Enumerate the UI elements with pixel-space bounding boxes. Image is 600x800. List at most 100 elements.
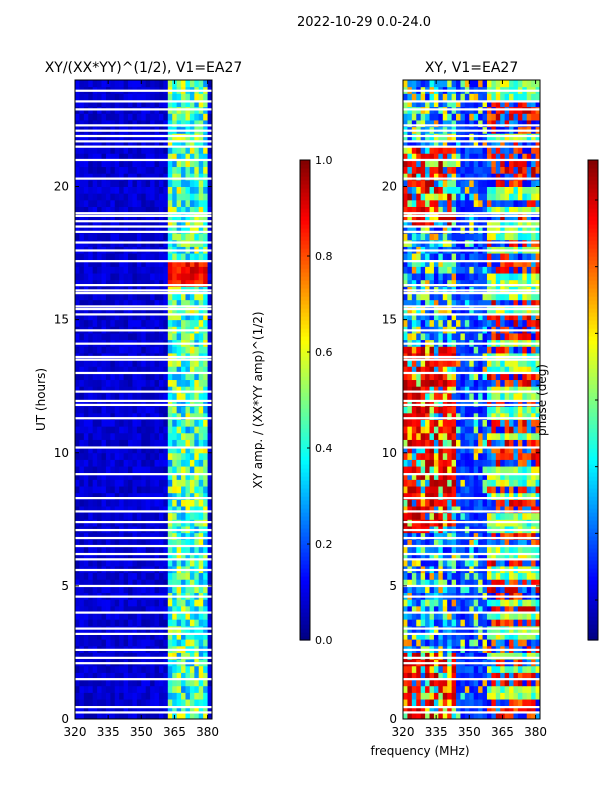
heatmap-cell — [114, 612, 120, 620]
heatmap-cell — [158, 679, 164, 687]
heatmap-cell — [482, 705, 488, 713]
heatmap-cell — [535, 652, 541, 660]
heatmap-cell — [194, 585, 200, 594]
heatmap-cell — [207, 552, 213, 560]
heatmap-cell — [522, 579, 528, 587]
heatmap-cell — [482, 386, 488, 394]
heatmap-cell — [407, 492, 413, 500]
heatmap-cell — [517, 392, 523, 400]
heatmap-cell — [163, 459, 169, 467]
heatmap-cell — [172, 379, 178, 387]
heatmap-cell — [83, 193, 89, 201]
heatmap-cell — [128, 299, 133, 307]
heatmap-cell — [114, 705, 120, 713]
heatmap-cell — [123, 259, 129, 267]
heatmap-cell — [207, 579, 213, 587]
heatmap-cell — [504, 539, 510, 547]
heatmap-cell — [97, 186, 103, 194]
heatmap-cell — [132, 199, 138, 207]
heatmap-cell — [79, 539, 85, 547]
heatmap-cell — [460, 446, 466, 454]
heatmap-cell — [473, 439, 479, 447]
heatmap-cell — [163, 113, 169, 121]
heatmap-cell — [411, 399, 417, 407]
heatmap-cell — [172, 319, 178, 327]
heatmap-cell — [101, 545, 107, 554]
heatmap-cell — [513, 366, 519, 374]
heatmap-cell — [83, 146, 89, 154]
heatmap-cell — [473, 346, 479, 354]
heatmap-cell — [189, 579, 195, 587]
heatmap-cell — [97, 93, 103, 101]
heatmap-cell — [535, 479, 541, 487]
heatmap-cell — [119, 679, 125, 687]
heatmap-cell — [407, 679, 413, 687]
heatmap-cell — [509, 619, 514, 627]
heatmap-cell — [495, 486, 501, 494]
heatmap-cell — [451, 579, 457, 587]
heatmap-cell — [500, 332, 506, 341]
heatmap-cell — [163, 259, 169, 267]
heatmap-cell — [123, 319, 129, 327]
heatmap-cell — [75, 406, 80, 414]
heatmap-cell — [75, 312, 80, 321]
heatmap-cell — [83, 206, 89, 214]
flagged-row — [75, 249, 212, 252]
heatmap-cell — [172, 426, 178, 434]
heatmap-cell — [110, 486, 116, 494]
heatmap-cell — [438, 412, 444, 420]
heatmap-cell — [411, 679, 417, 687]
heatmap-cell — [198, 452, 204, 460]
heatmap-cell — [132, 432, 138, 440]
heatmap-cell — [447, 366, 453, 374]
heatmap-cell — [473, 452, 479, 460]
heatmap-cell — [75, 93, 80, 101]
heatmap-cell — [92, 299, 98, 307]
heatmap-cell — [407, 512, 413, 520]
heatmap-cell — [535, 319, 541, 327]
heatmap-cell — [75, 279, 80, 287]
heatmap-cell — [150, 459, 156, 467]
heatmap-cell — [128, 679, 133, 687]
heatmap-cell — [495, 412, 501, 420]
heatmap-cell — [198, 332, 204, 341]
heatmap-cell — [469, 712, 475, 720]
heatmap-cell — [92, 219, 98, 227]
heatmap-cell — [132, 372, 138, 381]
heatmap-cell — [486, 319, 492, 327]
heatmap-cell — [185, 392, 191, 400]
heatmap-cell — [531, 379, 537, 387]
heatmap-cell — [203, 512, 209, 520]
heatmap-cell — [181, 472, 186, 480]
heatmap-cell — [75, 379, 80, 387]
heatmap-cell — [447, 459, 453, 467]
heatmap-cell — [97, 632, 103, 640]
heatmap-cell — [181, 319, 186, 327]
heatmap-cell — [198, 699, 204, 707]
heatmap-cell — [411, 619, 417, 627]
heatmap-cell — [491, 439, 497, 447]
heatmap-cell — [150, 452, 156, 460]
heatmap-cell — [176, 466, 182, 474]
heatmap-cell — [486, 705, 492, 713]
heatmap-cell — [420, 632, 426, 640]
heatmap-cell — [141, 439, 147, 447]
heatmap-cell — [167, 599, 173, 607]
heatmap-cell — [491, 452, 497, 460]
heatmap-cell — [150, 712, 156, 720]
heatmap-cell — [425, 372, 431, 381]
heatmap-cell — [141, 379, 147, 387]
heatmap-cell — [185, 639, 191, 647]
heatmap-cell — [163, 219, 169, 227]
heatmap-cell — [478, 612, 484, 620]
heatmap-cell — [185, 426, 191, 434]
heatmap-cell — [105, 552, 111, 560]
heatmap-cell — [478, 432, 484, 440]
flagged-row — [75, 100, 212, 103]
heatmap-cell — [473, 426, 479, 434]
heatmap-cell — [425, 466, 431, 474]
heatmap-cell — [123, 179, 129, 187]
heatmap-cell — [491, 412, 497, 420]
heatmap-cell — [420, 685, 426, 693]
heatmap-cell — [105, 219, 111, 227]
